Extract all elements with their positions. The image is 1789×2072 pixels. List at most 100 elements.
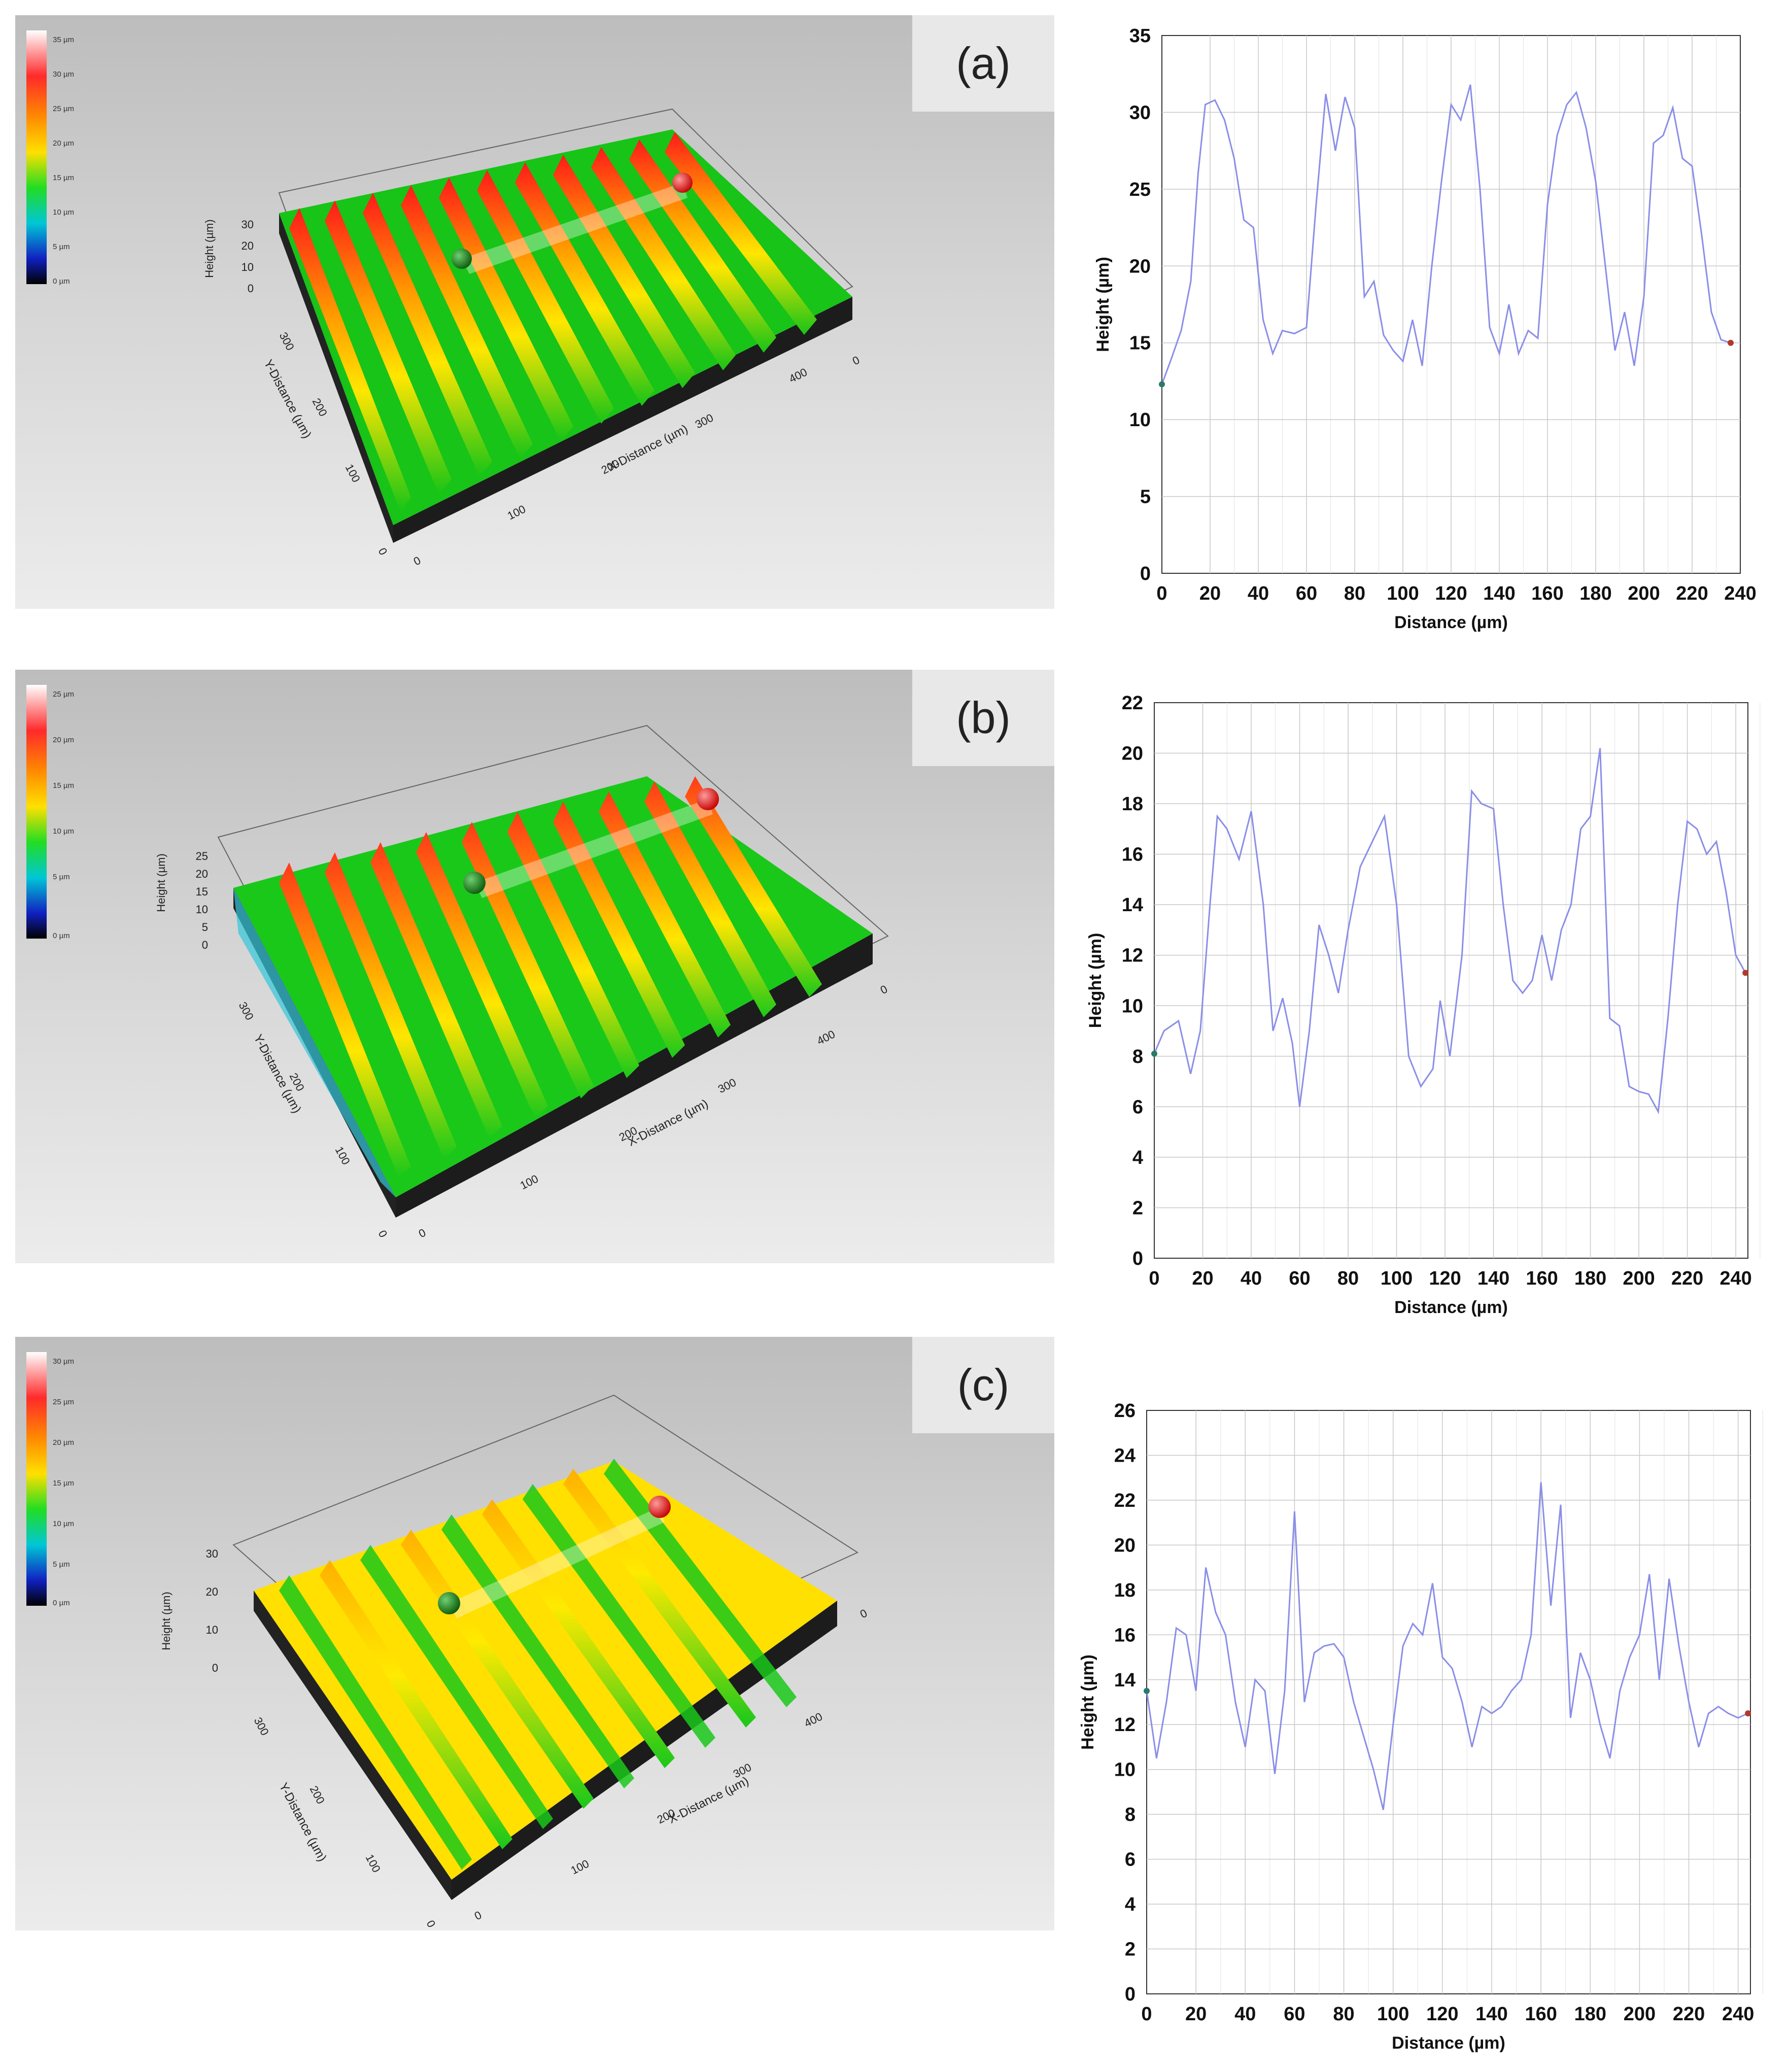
x-tick-label: 140 — [1477, 1268, 1509, 1289]
legend-tick: 5 µm — [53, 873, 70, 881]
height-tick: 0 — [202, 939, 208, 951]
y-tick-label: 8 — [1125, 1804, 1136, 1825]
color-scale-bar — [26, 685, 47, 939]
x-tick-label: 120 — [1435, 583, 1467, 604]
y-tick-label: 4 — [1125, 1894, 1136, 1915]
x-tick-label: 80 — [1337, 1268, 1359, 1289]
surface-panel-c: 30 µm 25 µm 20 µm 15 µm 10 µm 5 µm 0 µm — [15, 1337, 1054, 1930]
x-axis-label: X-Distance (µm) — [666, 1774, 751, 1826]
x-tick-label: 100 — [1381, 1268, 1413, 1289]
y-tick-label: 12 — [1114, 1714, 1136, 1736]
legend-tick: 15 µm — [53, 781, 74, 790]
surface-side-front-right — [393, 297, 852, 543]
x-tick-label: 80 — [1333, 2004, 1354, 2025]
end-point-marker — [1745, 1710, 1751, 1717]
x-tick: 100 — [505, 503, 528, 523]
y-tick: 0 — [376, 1228, 390, 1240]
profile-line — [462, 183, 687, 274]
y-tick-label: 6 — [1125, 1849, 1136, 1871]
profile-line — [474, 799, 713, 898]
x-tick: 0 — [411, 554, 423, 568]
x-axis-label: Distance (µm) — [1394, 1298, 1508, 1317]
y-axis-label: Height (µm) — [1093, 257, 1113, 352]
far-tick: 0 — [858, 1607, 869, 1621]
x-tick: 100 — [518, 1172, 540, 1192]
x-axis-label: Distance (µm) — [1392, 2033, 1505, 2053]
height-tick: 10 — [196, 903, 208, 916]
x-tick-label: 40 — [1241, 1268, 1262, 1289]
y-tick-label: 10 — [1122, 995, 1143, 1017]
profile-end-marker — [697, 788, 719, 810]
surface-side-front-left — [254, 1591, 452, 1900]
y-axis-label: Height (µm) — [1078, 1654, 1097, 1750]
y-tick: 300 — [277, 330, 297, 353]
legend-tick: 10 µm — [53, 208, 74, 217]
profile-start-marker — [438, 1592, 460, 1614]
y-tick: 100 — [363, 1852, 383, 1875]
profile-chart-a: 0 20 40 60 80 100 120 140 160 180 200 220 240 0 5 10 15 2… — [1093, 25, 1757, 632]
x-tick: 300 — [693, 411, 715, 431]
x-tick-label: 160 — [1531, 583, 1563, 604]
x-tick-label: 220 — [1673, 2004, 1705, 2025]
legend-tick: 25 µm — [53, 1398, 74, 1406]
legend-tick: 30 µm — [53, 1357, 74, 1366]
legend-tick: 20 µm — [53, 139, 74, 148]
x-tick-label: 60 — [1284, 2004, 1305, 2025]
legend-tick: 0 µm — [53, 931, 70, 940]
y-tick-label: 18 — [1114, 1580, 1136, 1601]
profile-end-marker — [672, 172, 693, 193]
y-tick-label: 12 — [1122, 945, 1143, 966]
x-tick-label: 0 — [1141, 2004, 1152, 2025]
ridges — [289, 132, 817, 512]
panel-label: (b) — [912, 670, 1054, 766]
y-tick-label: 25 — [1129, 179, 1151, 200]
profile-chart-c: 0 20 40 60 80 100 120 140 160 180 200 220 2400246810… — [1078, 1400, 1763, 2053]
y-tick-label: 16 — [1122, 844, 1143, 866]
x-tick-label: 20 — [1199, 583, 1221, 604]
x-tick: 0 — [417, 1226, 428, 1240]
y-axis-label: Height (µm) — [1086, 933, 1105, 1028]
panel-label: (a) — [912, 15, 1054, 112]
height-axis-label: Height (µm) — [155, 853, 167, 912]
y-tick-label: 2 — [1125, 1939, 1136, 1960]
y-tick-label: 35 — [1129, 25, 1151, 47]
color-legend: 35 µm 30 µm 25 µm 20 µm 15 µm 10 µm 5 µm… — [26, 30, 143, 299]
surface-panel-a: 35 µm 30 µm 25 µm 20 µm 15 µm 10 µm 5 µm… — [15, 15, 1054, 609]
x-tick-label: 200 — [1624, 2004, 1656, 2025]
y-tick: 0 — [424, 1918, 438, 1930]
gridlines — [1147, 1410, 1763, 1994]
y-tick-label: 20 — [1122, 743, 1143, 765]
legend-tick: 5 µm — [53, 243, 70, 251]
y-tick-label: 15 — [1129, 333, 1151, 354]
x-tick-label: 140 — [1483, 583, 1515, 604]
x-tick-label: 60 — [1289, 1268, 1310, 1289]
x-tick: 400 — [802, 1710, 824, 1730]
x-tick-label: 240 — [1724, 583, 1756, 604]
x-tick-label: 240 — [1719, 1268, 1751, 1289]
x-tick-label: 240 — [1722, 2004, 1754, 2025]
x-tick-label: 40 — [1234, 2004, 1256, 2025]
x-tick-label: 180 — [1574, 1268, 1606, 1289]
height-tick: 20 — [196, 868, 208, 880]
y-tick-label: 10 — [1114, 1759, 1136, 1781]
height-axis-label: Height (µm) — [160, 1592, 173, 1650]
x-tick-label: 0 — [1156, 583, 1167, 604]
x-tick-label: 120 — [1426, 2004, 1458, 2025]
surface-side-front-right — [396, 934, 873, 1218]
surface-3d-plot: Height (µm) 30 20 10 0 Y-Distance (µm) 3… — [160, 1394, 869, 1930]
x-tick-label: 160 — [1525, 2004, 1557, 2025]
x-tick-label: 140 — [1475, 2004, 1507, 2025]
x-tick-label: 200 — [1623, 1268, 1655, 1289]
height-tick: 15 — [196, 885, 208, 898]
start-point-marker — [1151, 1050, 1157, 1057]
y-tick-label: 26 — [1114, 1400, 1136, 1422]
x-tick: 0 — [472, 1909, 484, 1923]
x-tick-label: 120 — [1429, 1268, 1461, 1289]
legend-tick: 0 µm — [53, 1599, 70, 1607]
profile-end-marker — [648, 1496, 671, 1518]
height-tick: 30 — [206, 1547, 218, 1560]
x-tick-label: 200 — [1628, 583, 1660, 604]
y-tick-label: 24 — [1114, 1445, 1136, 1466]
y-tick: 100 — [343, 462, 363, 485]
x-axis-label: Distance (µm) — [1394, 613, 1508, 632]
